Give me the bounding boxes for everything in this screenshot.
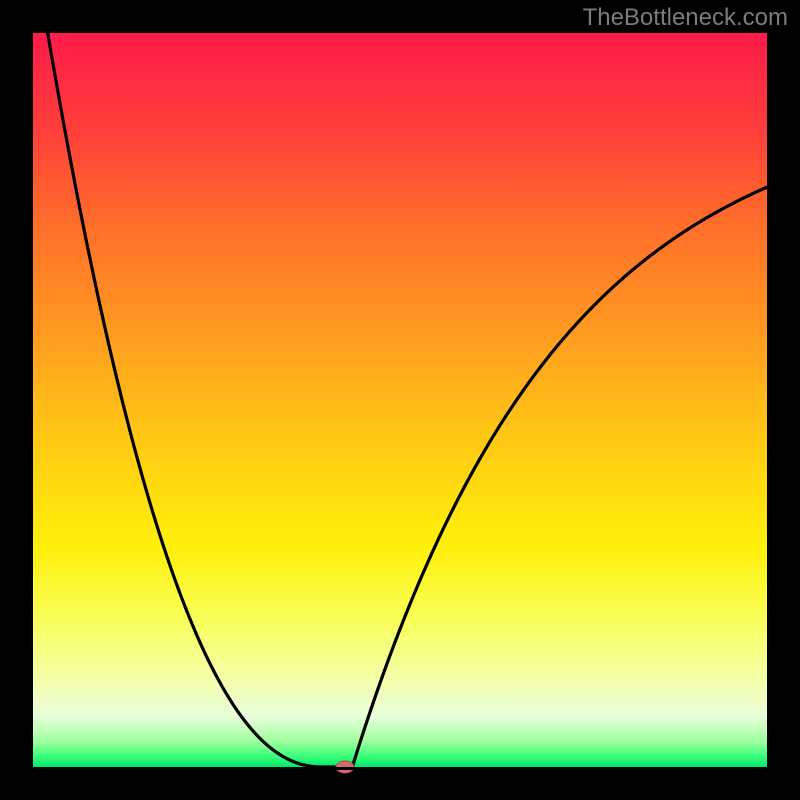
plot-bg	[33, 33, 767, 767]
bottleneck-chart	[0, 0, 800, 800]
watermark-text: TheBottleneck.com	[583, 4, 788, 32]
chart-stage: TheBottleneck.com	[0, 0, 800, 800]
